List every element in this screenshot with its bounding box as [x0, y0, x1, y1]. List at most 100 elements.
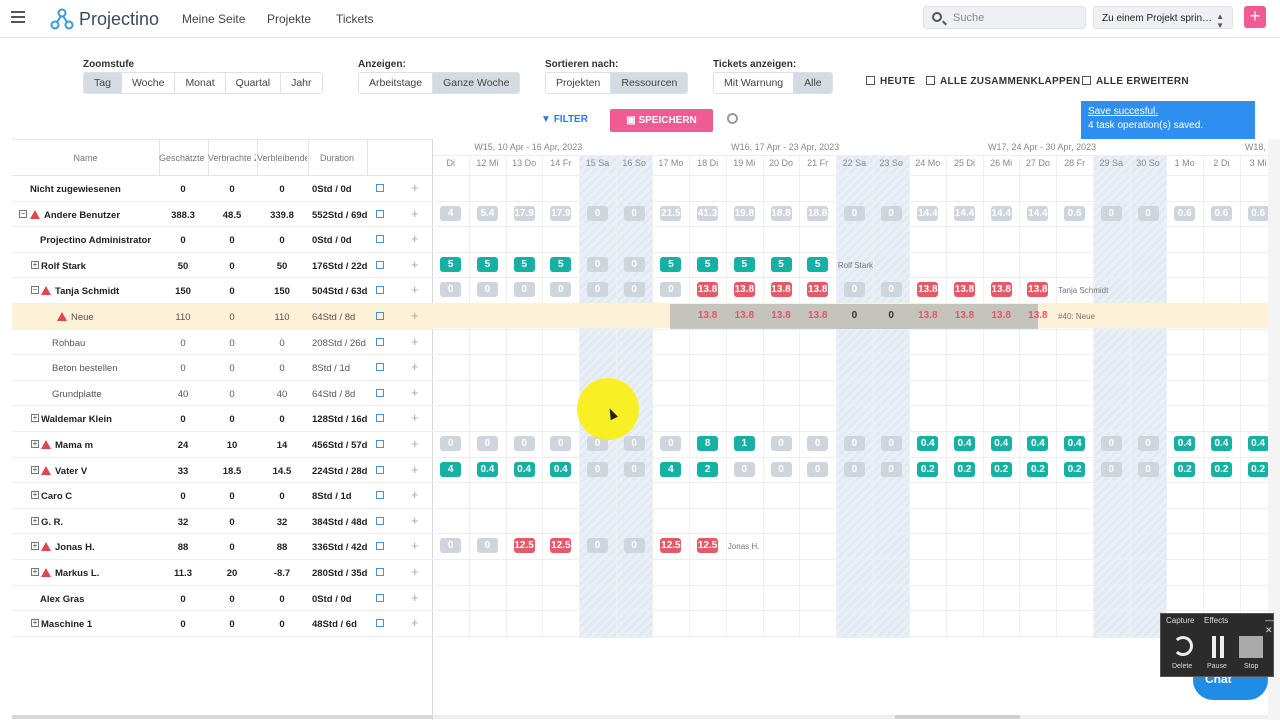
capture-tab[interactable]: Capture	[1166, 616, 1195, 625]
expand-toggle-icon[interactable]: +	[31, 618, 39, 628]
table-row[interactable]: Rohbau 0 0 0 208Std / 26d +	[12, 330, 433, 356]
external-link-icon[interactable]	[376, 491, 384, 500]
allocation-chip[interactable]: 13.8	[954, 310, 975, 321]
stop-icon[interactable]	[1239, 636, 1263, 658]
allocation-chip[interactable]: 0	[587, 282, 608, 298]
row-name[interactable]: Tanja Schmidt	[41, 286, 119, 297]
external-link-icon[interactable]	[376, 209, 384, 218]
add-row-icon[interactable]: +	[411, 180, 419, 195]
allocation-chip[interactable]: 0.6	[1064, 205, 1086, 221]
allocation-chip[interactable]: 0	[587, 461, 608, 477]
gear-icon[interactable]	[727, 113, 738, 124]
expand-toggle-icon[interactable]: +	[31, 464, 39, 474]
allocation-chip[interactable]: 0	[1137, 461, 1159, 477]
allocation-chip[interactable]: 0.4	[513, 461, 535, 477]
allocation-chip[interactable]: 0	[843, 461, 865, 477]
allocation-chip[interactable]: 0	[880, 282, 902, 298]
allocation-chip[interactable]: 5	[770, 256, 792, 272]
gantt-scrollbar[interactable]	[433, 715, 1268, 719]
allocation-chip[interactable]: 13.8	[807, 310, 828, 321]
add-row-icon[interactable]: +	[411, 461, 419, 477]
allocation-chip[interactable]: 5	[476, 256, 498, 272]
row-name[interactable]: Neue	[57, 312, 94, 323]
allocation-chip[interactable]: 0	[880, 461, 902, 477]
allocation-chip[interactable]: 0	[843, 436, 865, 451]
external-link-icon[interactable]	[376, 542, 384, 551]
project-jump-select[interactable]: Zu einem Projekt sprin… ▲ ▼	[1093, 6, 1233, 30]
expand-toggle-icon[interactable]: +	[31, 541, 39, 551]
zoom-tag[interactable]: Tag	[84, 73, 122, 93]
allocation-chip[interactable]: 0	[843, 282, 865, 298]
add-row-icon[interactable]: +	[411, 436, 419, 451]
allocation-chip[interactable]: 0	[587, 538, 608, 554]
allocation-chip[interactable]: 13.8	[771, 310, 791, 321]
allocation-chip[interactable]: 0	[880, 436, 902, 451]
allocation-chip[interactable]: 0	[476, 282, 498, 298]
allocation-chip[interactable]: 13.8	[1028, 310, 1048, 321]
table-row[interactable]: + Jonas H. 88 0 88 336Std / 42d +	[12, 534, 433, 560]
table-row[interactable]: Nicht zugewiesenen 0 0 0 0Std / 0d +	[12, 176, 433, 202]
allocation-chip[interactable]: 2	[697, 461, 719, 477]
row-name[interactable]: Projectino Administrator	[40, 235, 151, 246]
row-name[interactable]: Markus L.	[41, 568, 99, 579]
allocation-chip[interactable]: 0	[807, 436, 829, 451]
allocation-chip[interactable]: 18.8	[770, 205, 792, 221]
gantt-scroll-thumb[interactable]	[895, 715, 1020, 719]
collapse-all-button[interactable]: ALLE ZUSAMMENKLAPPEN	[926, 76, 1080, 87]
allocation-chip[interactable]: 12.5	[697, 538, 719, 554]
row-name[interactable]: Jonas H.	[41, 542, 95, 553]
allocation-chip[interactable]: 18.8	[807, 205, 829, 221]
external-link-icon[interactable]	[376, 312, 384, 320]
add-row-icon[interactable]: +	[411, 589, 419, 605]
allocation-chip[interactable]: 0	[587, 205, 608, 221]
allocation-chip[interactable]: 13.8	[954, 282, 975, 298]
row-name[interactable]: Beton bestellen	[52, 363, 118, 374]
table-row[interactable]: + Waldemar Klein 0 0 0 128Std / 16d +	[12, 406, 433, 432]
allocation-chip[interactable]: 0.6	[1174, 205, 1196, 221]
row-name[interactable]: Grundplatte	[52, 389, 102, 400]
add-row-icon[interactable]: +	[411, 384, 419, 400]
external-link-icon[interactable]	[376, 516, 384, 525]
allocation-chip[interactable]: 12.5	[513, 538, 535, 554]
allocation-chip[interactable]: 0.4	[917, 436, 939, 451]
allocation-chip[interactable]: 5	[697, 256, 719, 272]
allocation-chip[interactable]: 5	[660, 256, 682, 272]
allocation-chip[interactable]: 13.8	[1027, 282, 1049, 298]
allocation-chip[interactable]: 0.6	[1210, 205, 1232, 221]
table-row[interactable]: Beton bestellen 0 0 0 8Std / 1d +	[12, 355, 433, 381]
expand-toggle-icon[interactable]: +	[31, 413, 39, 423]
allocation-chip[interactable]: 21.5	[660, 205, 682, 221]
external-link-icon[interactable]	[376, 260, 384, 269]
allocation-chip[interactable]: 4	[440, 461, 462, 477]
row-name[interactable]: Rohbau	[52, 338, 85, 349]
row-name[interactable]: Rolf Stark	[41, 261, 86, 272]
external-link-icon[interactable]	[376, 619, 384, 628]
external-link-icon[interactable]	[376, 337, 384, 346]
expand-all-button[interactable]: ALLE ERWEITERN	[1082, 76, 1189, 87]
row-name[interactable]: Andere Benutzer	[30, 209, 120, 221]
show-arbeitstage[interactable]: Arbeitstage	[359, 73, 434, 93]
table-scrollbar[interactable]	[12, 715, 432, 719]
expand-toggle-icon[interactable]: +	[31, 567, 39, 576]
table-row[interactable]: + Vater V 33 18.5 14.5 224Std / 28d +	[12, 458, 433, 484]
nav-tickets[interactable]: Tickets	[336, 12, 374, 26]
external-link-icon[interactable]	[376, 388, 384, 397]
table-row[interactable]: Neue 110 0 110 64Std / 8d +	[12, 304, 433, 330]
allocation-chip[interactable]: 0	[880, 205, 902, 221]
col-spent[interactable]: Verbrachte Zeit	[208, 153, 256, 163]
allocation-chip[interactable]: 5	[513, 256, 535, 272]
allocation-chip[interactable]: 0.2	[1210, 461, 1232, 477]
projectino-logo-icon[interactable]	[50, 8, 74, 30]
external-link-icon[interactable]	[376, 286, 384, 295]
row-name[interactable]: Vater V	[41, 465, 87, 477]
allocation-chip[interactable]: 8	[697, 436, 719, 451]
hamburger-menu-icon[interactable]	[11, 11, 25, 23]
allocation-chip[interactable]: 0	[440, 282, 462, 298]
expand-toggle-icon[interactable]: +	[31, 259, 39, 269]
allocation-chip[interactable]: 0	[587, 436, 608, 451]
allocation-chip[interactable]: 0.4	[1247, 436, 1268, 451]
allocation-chip[interactable]: 0	[623, 538, 645, 554]
sort-ressourcen[interactable]: Ressourcen	[611, 73, 688, 93]
selected-task-bar[interactable]	[670, 304, 1038, 329]
allocation-chip[interactable]: 0	[660, 436, 682, 451]
